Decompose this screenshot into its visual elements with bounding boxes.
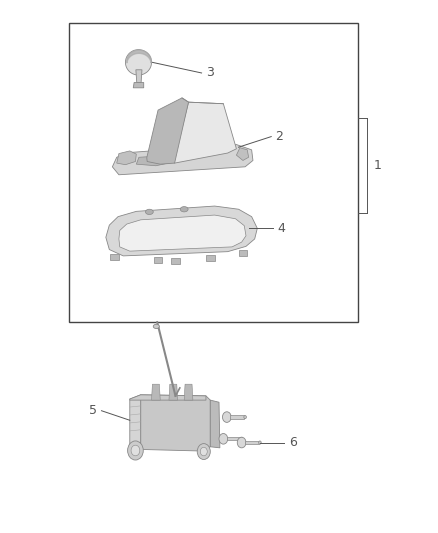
Polygon shape xyxy=(113,144,253,175)
Bar xyxy=(230,416,244,419)
Bar xyxy=(171,258,180,264)
Text: 5: 5 xyxy=(89,404,97,417)
Text: 2: 2 xyxy=(276,130,283,143)
Circle shape xyxy=(131,445,140,456)
Polygon shape xyxy=(210,400,220,448)
Bar xyxy=(154,257,162,263)
Polygon shape xyxy=(106,206,257,256)
Polygon shape xyxy=(152,384,160,400)
Polygon shape xyxy=(184,384,193,400)
Polygon shape xyxy=(147,98,188,164)
Bar xyxy=(239,249,247,256)
Bar xyxy=(227,437,241,440)
Circle shape xyxy=(127,441,143,460)
Bar xyxy=(110,254,119,260)
Bar xyxy=(206,255,215,261)
Circle shape xyxy=(237,437,246,448)
Polygon shape xyxy=(237,148,249,160)
Circle shape xyxy=(223,412,231,422)
Polygon shape xyxy=(173,102,237,163)
Ellipse shape xyxy=(240,437,243,440)
Circle shape xyxy=(219,433,228,444)
Bar xyxy=(245,441,259,444)
Ellipse shape xyxy=(180,207,188,212)
Ellipse shape xyxy=(258,441,261,444)
Polygon shape xyxy=(169,384,178,400)
Text: 3: 3 xyxy=(206,67,214,79)
Circle shape xyxy=(200,447,207,456)
Polygon shape xyxy=(130,395,141,447)
Text: 6: 6 xyxy=(289,436,297,449)
Polygon shape xyxy=(133,83,144,88)
Polygon shape xyxy=(136,155,173,166)
Ellipse shape xyxy=(145,209,153,215)
Polygon shape xyxy=(119,215,246,251)
Ellipse shape xyxy=(125,50,152,75)
Text: 1: 1 xyxy=(374,159,381,172)
Ellipse shape xyxy=(153,324,159,328)
Text: 4: 4 xyxy=(278,222,286,235)
Polygon shape xyxy=(130,395,206,400)
Ellipse shape xyxy=(244,416,247,419)
Circle shape xyxy=(197,443,210,459)
Polygon shape xyxy=(136,70,142,83)
Polygon shape xyxy=(141,395,210,451)
Polygon shape xyxy=(117,151,136,165)
Bar xyxy=(69,22,358,322)
